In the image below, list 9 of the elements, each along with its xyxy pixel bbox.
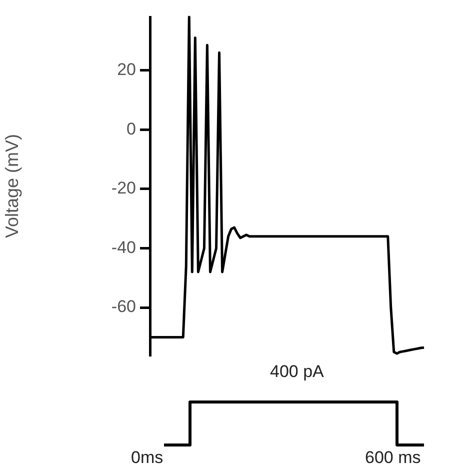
y-tick-label: -60 <box>111 297 136 316</box>
y-axis-title: Voltage (mV) <box>2 134 22 238</box>
text: 400 pA <box>270 362 324 382</box>
y-tick-label: 20 <box>117 60 136 80</box>
y-tick-label: 0 <box>126 119 136 138</box>
y-tick-label: -40 <box>111 238 136 257</box>
y-tick-label: -20 <box>111 178 136 198</box>
text: 0ms <box>131 448 164 468</box>
text: 600 ms <box>365 448 421 468</box>
